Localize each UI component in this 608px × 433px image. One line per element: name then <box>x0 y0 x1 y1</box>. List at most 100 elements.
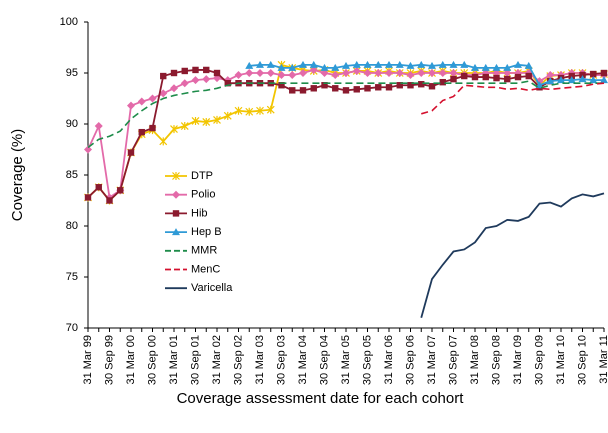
x-tick-label: 31 Mar 08 <box>469 335 481 385</box>
y-axis-title: Coverage (%) <box>9 129 26 222</box>
series-line <box>87 63 605 202</box>
marker <box>266 60 275 68</box>
marker <box>320 69 329 77</box>
marker <box>256 60 264 68</box>
series <box>84 60 608 205</box>
marker <box>137 97 146 106</box>
marker <box>461 72 468 80</box>
marker <box>245 61 254 69</box>
x-tick-label: 30 Sep 99 <box>103 335 115 385</box>
marker <box>127 149 135 156</box>
marker <box>450 75 457 83</box>
marker <box>321 82 328 89</box>
series <box>84 65 608 202</box>
marker <box>600 76 608 84</box>
y-tick-label: 70 <box>66 322 78 334</box>
marker <box>363 69 372 77</box>
marker <box>418 81 425 88</box>
marker <box>428 61 436 69</box>
marker <box>310 85 317 92</box>
y-tick-label: 85 <box>66 169 78 181</box>
x-tick-label: 31 Mar 03 <box>254 335 266 385</box>
marker <box>299 60 307 68</box>
marker <box>417 69 426 77</box>
marker <box>396 82 403 89</box>
marker <box>159 89 168 98</box>
marker <box>364 85 371 92</box>
marker <box>557 76 565 84</box>
marker <box>363 60 372 68</box>
marker <box>578 75 587 83</box>
marker <box>180 79 189 88</box>
marker <box>428 69 436 77</box>
marker <box>256 69 264 77</box>
x-tick-label: 30 Sep 06 <box>404 335 416 385</box>
marker <box>245 69 254 77</box>
marker <box>180 122 189 131</box>
x-tick-label: 31 Mar 09 <box>512 335 524 385</box>
legend-label: Varicella <box>191 282 233 294</box>
x-tick-label: 30 Sep 08 <box>490 335 502 385</box>
x-tick-label: 31 Mar 99 <box>82 335 94 385</box>
x-tick-label: 30 Sep 04 <box>318 335 330 385</box>
x-tick-label: 30 Sep 03 <box>275 335 287 385</box>
marker <box>342 69 350 77</box>
marker <box>266 69 275 77</box>
x-tick-label: 31 Mar 10 <box>555 335 567 385</box>
x-tick-label: 31 Mar 07 <box>426 335 438 385</box>
marker <box>428 83 436 90</box>
marker <box>277 63 286 71</box>
marker <box>213 115 221 124</box>
marker <box>331 71 340 80</box>
marker <box>95 184 102 191</box>
x-tick-label: 30 Sep 05 <box>361 335 373 385</box>
x-tick-label: 31 Mar 05 <box>340 335 352 385</box>
x-tick-label: 30 Sep 09 <box>533 335 545 385</box>
legend-label: MMR <box>191 245 217 257</box>
marker <box>331 63 340 71</box>
x-tick-label: 31 Mar 11 <box>598 335 608 384</box>
marker <box>245 107 254 116</box>
marker <box>234 106 243 115</box>
marker <box>482 73 489 81</box>
marker <box>84 194 92 201</box>
marker <box>524 61 533 69</box>
marker <box>172 210 180 217</box>
marker <box>170 125 178 134</box>
x-tick-label: 31 Mar 00 <box>125 335 137 385</box>
x-tick-label: 30 Sep 10 <box>576 335 588 385</box>
marker <box>192 66 199 74</box>
marker <box>385 69 393 77</box>
x-axis-title: Coverage assessment date for each cohort <box>177 390 465 407</box>
series <box>245 60 608 89</box>
marker <box>332 85 339 92</box>
x-tick-label: 31 Mar 01 <box>168 335 180 385</box>
marker <box>438 60 447 68</box>
marker <box>299 69 307 77</box>
marker <box>172 228 180 236</box>
legend-label: MenC <box>191 263 220 275</box>
marker <box>417 60 426 68</box>
marker <box>213 69 221 77</box>
series-line <box>421 82 605 115</box>
marker <box>600 69 608 77</box>
y-tick-label: 95 <box>66 67 78 79</box>
legend-label: Hib <box>191 207 208 219</box>
y-tick-label: 90 <box>66 118 78 130</box>
marker <box>395 60 404 68</box>
marker <box>172 190 180 199</box>
marker <box>170 69 178 77</box>
marker <box>256 106 264 115</box>
marker <box>170 84 178 93</box>
legend-label: DTP <box>191 170 213 182</box>
marker <box>320 63 329 71</box>
marker <box>234 71 243 80</box>
marker <box>439 78 446 86</box>
marker <box>449 69 458 77</box>
marker <box>289 87 296 94</box>
y-tick-label: 75 <box>66 271 78 283</box>
marker <box>589 76 598 84</box>
marker <box>277 71 286 80</box>
marker <box>503 63 512 71</box>
x-tick-label: 30 Sep 01 <box>189 335 201 385</box>
